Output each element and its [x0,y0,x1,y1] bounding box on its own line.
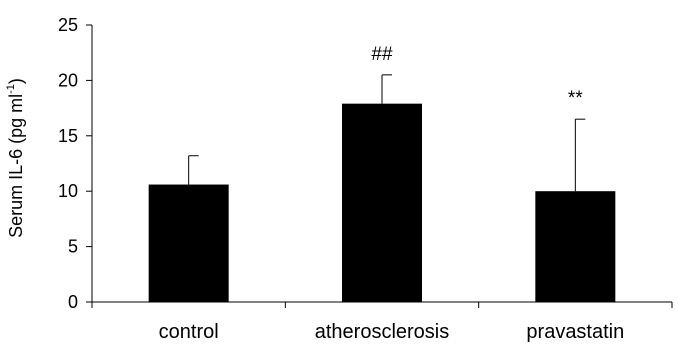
bar [148,184,229,302]
bar [342,103,422,302]
bar [535,191,616,302]
y-ticks: 0 5 10 15 20 25 [58,15,92,312]
y-tick-label: 20 [58,70,78,90]
y-axis-label-main: Serum IL-6 (pg ml [6,94,26,238]
significance-annotation: ## [371,44,393,65]
category-label: pravastatin [526,321,624,343]
y-tick-label: 5 [68,237,78,257]
y-tick-label: 10 [58,181,78,201]
y-axis-label: Serum IL-6 (pg ml-1) [5,78,26,238]
y-axis-label-suffix: ) [6,78,26,84]
y-tick-label: 25 [58,15,78,35]
y-tick-label: 0 [68,292,78,312]
category-label: atherosclerosis [315,321,450,343]
category-labels: control atherosclerosis pravastatin [159,321,625,343]
category-label: control [159,321,219,343]
y-axis-label-superscript: -1 [5,84,17,94]
bars: ## ** [148,44,616,302]
significance-annotation: ** [568,88,583,109]
y-tick-label: 15 [58,126,78,146]
